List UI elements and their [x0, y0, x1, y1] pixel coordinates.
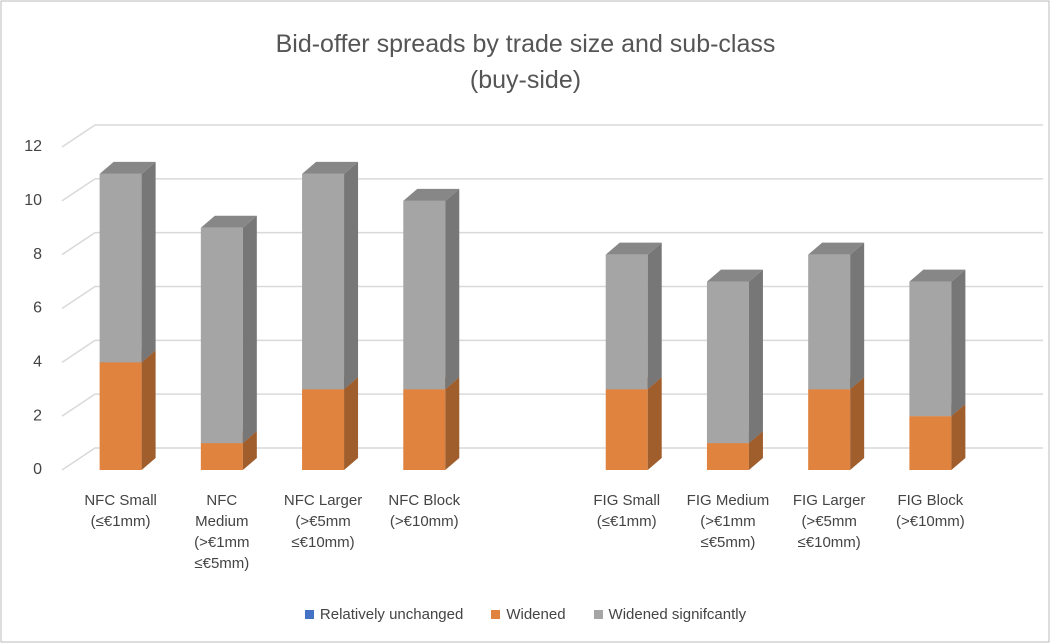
x-tick-label: FIG Small (≤€1mm) — [593, 492, 661, 530]
bar-front — [605, 254, 648, 390]
legend-item: Widened — [491, 606, 566, 623]
bar-front — [706, 443, 749, 470]
bar-segment — [200, 215, 257, 444]
legend-swatch — [304, 610, 314, 619]
y-tick-label: 2 — [33, 407, 42, 424]
grid-line — [61, 124, 1043, 148]
bar-front — [200, 443, 243, 470]
bar-segment — [909, 269, 966, 417]
bar-segment — [706, 269, 763, 444]
bar-side — [141, 161, 156, 363]
bar-front — [909, 281, 952, 417]
x-tick-label: FIG Block (>€10mm) — [895, 492, 965, 530]
bar-front — [99, 362, 142, 470]
bar-front — [200, 227, 243, 444]
legend-label: Widened — [506, 606, 566, 623]
legend-item: Relatively unchanged — [304, 606, 464, 623]
bar-front — [605, 389, 648, 470]
x-tick-label: FIG Medium (>€1mm ≤€5mm) — [686, 492, 770, 551]
bar-segment — [99, 350, 156, 470]
legend-label: Relatively unchanged — [319, 606, 464, 623]
bar-segment — [808, 377, 865, 470]
bar-front — [808, 389, 851, 470]
bar-side — [445, 377, 460, 470]
grid-line — [61, 231, 1043, 256]
y-tick-label: 10 — [24, 192, 42, 209]
y-tick-label: 0 — [33, 461, 42, 478]
bar-side — [141, 350, 156, 470]
bar-segment — [808, 242, 865, 390]
bar-segment — [302, 161, 359, 390]
bar-top — [403, 188, 460, 201]
y-tick-label: 12 — [24, 138, 42, 155]
legend: Relatively unchanged Widened Widened signi… — [0, 606, 1051, 623]
bar-side — [445, 188, 460, 390]
bar-front — [302, 173, 345, 390]
legend-label: Widened signifcantly — [608, 606, 747, 623]
bar-front — [706, 281, 749, 444]
bar-segment — [302, 377, 359, 470]
bar-top — [200, 215, 257, 228]
chart-title: Bid-offer spreads by trade size and sub-… — [275, 30, 776, 94]
bar-front — [302, 389, 345, 470]
bar-side — [850, 377, 865, 470]
bar-side — [647, 242, 662, 390]
bar-front — [99, 173, 142, 363]
bar-side — [951, 269, 966, 417]
y-tick-label: 6 — [33, 300, 42, 317]
x-tick-label: FIG Larger (>€5mm ≤€10mm) — [792, 492, 866, 551]
x-tick-label: NFC Small (≤€1mm) — [84, 492, 157, 530]
bar-side — [344, 161, 359, 390]
legend-swatch — [593, 610, 603, 619]
x-tick-label: NFC Medium (>€1mm ≤€5mm) — [194, 492, 250, 572]
legend-swatch — [491, 610, 501, 619]
grid-line — [61, 178, 1043, 202]
bar-side — [242, 215, 257, 444]
bar-side — [951, 404, 966, 470]
bar-segment — [403, 377, 460, 470]
x-tick-label: NFC Larger (>€5mm ≤€10mm) — [283, 492, 363, 551]
bar-side — [344, 377, 359, 470]
bar-segment — [99, 161, 156, 363]
bar-segment — [403, 188, 460, 390]
bar-front — [403, 200, 446, 390]
bar-front — [808, 254, 851, 390]
bar-segment — [605, 242, 662, 390]
bar-top — [706, 269, 763, 282]
bar-side — [850, 242, 865, 390]
bar-segment — [605, 377, 662, 470]
bar-side — [748, 269, 763, 444]
x-tick-label: NFC Block (>€10mm) — [388, 492, 461, 530]
bar-top — [302, 161, 359, 174]
bar-top — [605, 242, 662, 255]
bar-side — [748, 431, 763, 470]
bar-front — [909, 416, 952, 470]
bar-side — [242, 431, 257, 470]
bar-front — [403, 389, 446, 470]
legend-item: Widened signifcantly — [593, 606, 747, 623]
bar-top — [909, 269, 966, 282]
y-tick-label: 4 — [33, 354, 42, 371]
y-tick-label: 8 — [33, 246, 42, 263]
bar-side — [647, 377, 662, 470]
bar-top — [808, 242, 865, 255]
bar-top — [99, 161, 156, 174]
